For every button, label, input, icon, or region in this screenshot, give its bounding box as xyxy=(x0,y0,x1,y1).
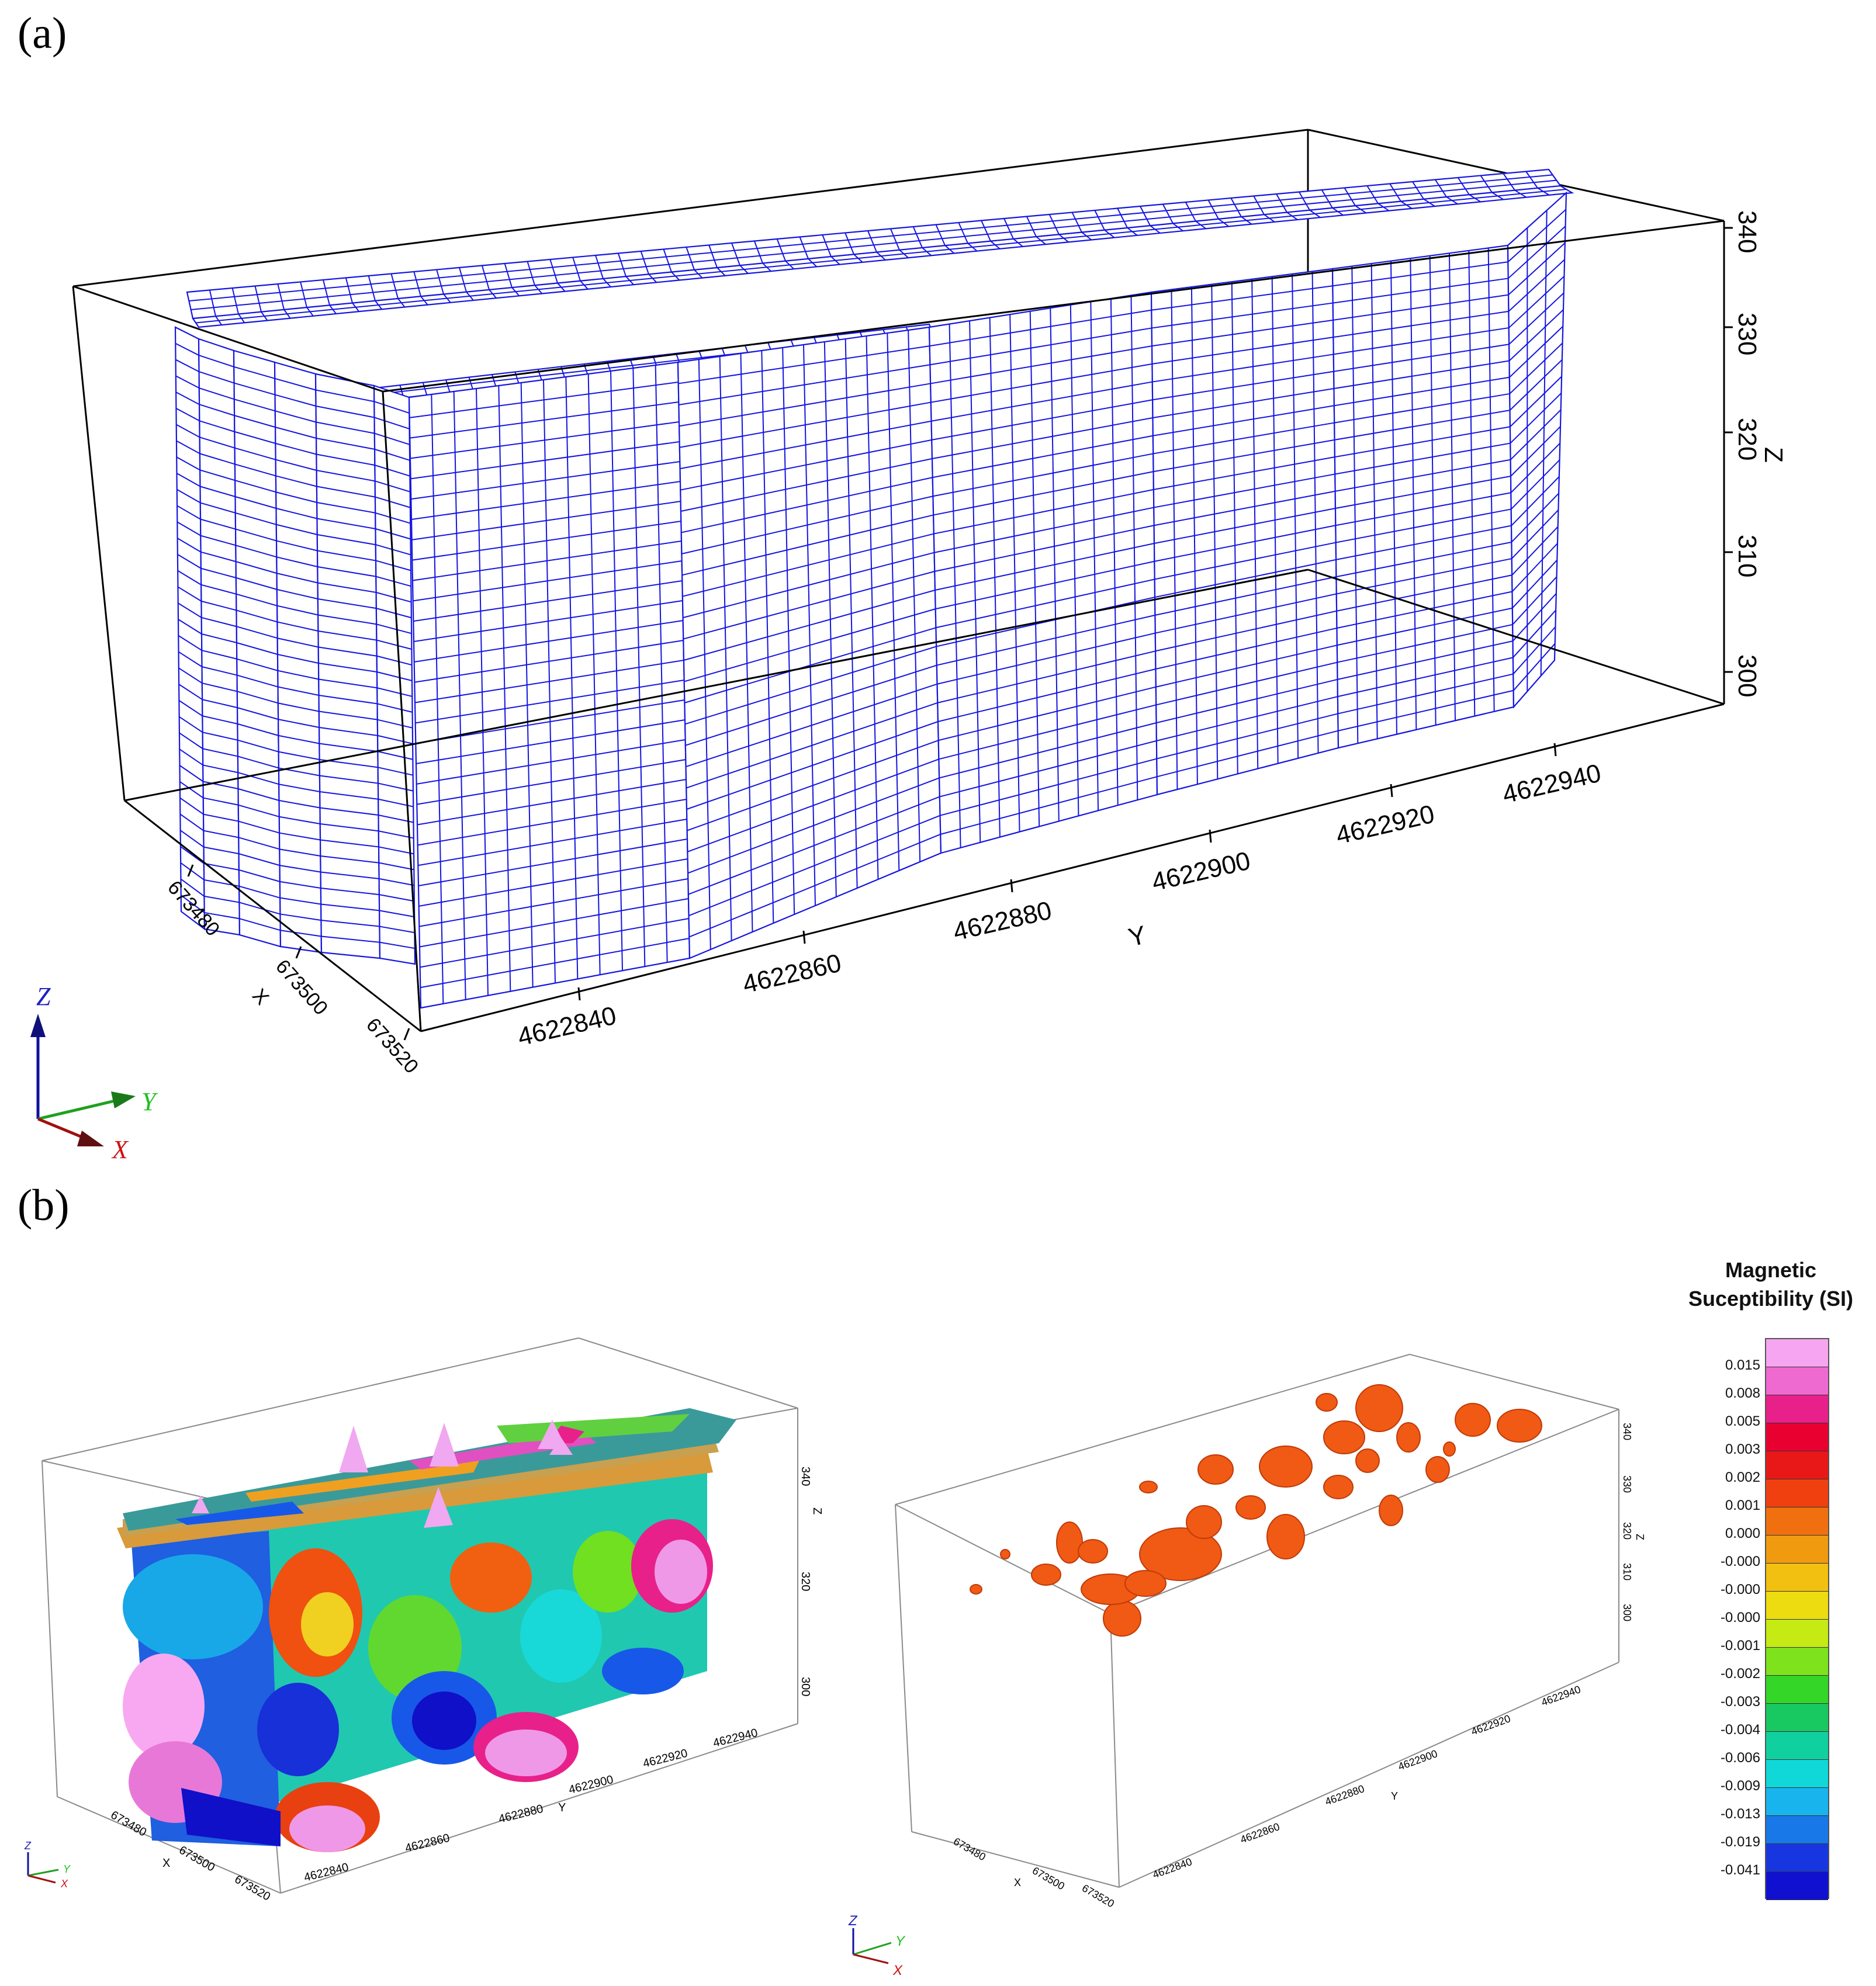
legend-swatch xyxy=(1766,1479,1828,1507)
legend-swatch xyxy=(1766,1816,1828,1844)
triad-y-label: Y xyxy=(141,1087,158,1116)
z-tick-label: 310 xyxy=(1733,535,1761,577)
legend-swatch xyxy=(1766,1732,1828,1760)
legend-value-label: -0.013 xyxy=(1720,1806,1760,1822)
legend-value-label: 0.002 xyxy=(1725,1469,1760,1485)
bounding-box-front xyxy=(72,220,1725,1032)
legend-value-label: -0.004 xyxy=(1720,1722,1760,1738)
legend-swatch xyxy=(1766,1760,1828,1788)
color-legend: 0.015 0.008 0.005 0.003 0.002 0.001 0.000 -0.00… xyxy=(1707,1338,1841,1900)
z-axis-label: Z xyxy=(1634,1534,1646,1540)
z-axis-label: Z xyxy=(811,1507,823,1514)
z-tick-label: 340 xyxy=(799,1467,812,1486)
legend-swatch xyxy=(1766,1536,1828,1564)
legend-swatch xyxy=(1766,1648,1828,1676)
panel-a-mesh-plot: 300 310 320 330 340 Z 4622840 4622860 46… xyxy=(30,129,1788,1164)
legend-value-label: -0.019 xyxy=(1720,1834,1760,1850)
z-tick-label: 310 xyxy=(1621,1563,1633,1581)
legend-swatch xyxy=(1766,1592,1828,1620)
z-tick-label: 320 xyxy=(799,1572,812,1591)
mesh-blocks xyxy=(174,168,1574,1009)
z-tick-label: 330 xyxy=(1733,313,1761,355)
panel-b-label: (b) xyxy=(18,1181,70,1230)
legend-swatch xyxy=(1766,1872,1828,1900)
legend-colorbar xyxy=(1765,1338,1829,1900)
legend-swatch xyxy=(1766,1395,1828,1423)
legend-swatch xyxy=(1766,1620,1828,1648)
susceptibility-block xyxy=(123,1461,713,1852)
triad-x-label: X xyxy=(111,1135,129,1164)
legend-value-label: 0.008 xyxy=(1725,1385,1760,1401)
legend-value-label: -0.006 xyxy=(1720,1750,1760,1766)
z-tick-label: 300 xyxy=(799,1677,812,1696)
legend-swatch xyxy=(1766,1367,1828,1395)
z-tick-label: 300 xyxy=(1733,654,1761,697)
legend-swatch xyxy=(1766,1788,1828,1816)
legend-value-label: -0.002 xyxy=(1720,1666,1760,1682)
triad-z-label: Z xyxy=(36,982,51,1011)
legend-title: Magnetic Suceptibility (SI) xyxy=(1671,1256,1870,1313)
triad-y-label: Y xyxy=(895,1933,906,1949)
legend-swatch xyxy=(1766,1507,1828,1536)
legend-value-label: 0.015 xyxy=(1725,1357,1760,1373)
z-tick-label: 340 xyxy=(1621,1423,1633,1440)
legend-title-line2: Suceptibility (SI) xyxy=(1688,1286,1854,1311)
triad-y-label: Y xyxy=(63,1863,71,1875)
legend-value-label: 0.000 xyxy=(1725,1526,1760,1541)
z-tick-label: 320 xyxy=(1733,418,1761,460)
triad-x-label: X xyxy=(892,1963,903,1978)
legend-value-label: -0.003 xyxy=(1720,1694,1760,1710)
axis-triad-small: Z Y X xyxy=(24,1840,71,1890)
legend-value-label: -0.000 xyxy=(1720,1554,1760,1569)
surface-layer xyxy=(117,1408,736,1548)
y-tick-label: 4622880 xyxy=(1324,1783,1366,1808)
x-axis-label: X xyxy=(1014,1877,1021,1888)
z-tick-label: 330 xyxy=(1621,1475,1633,1493)
z-tick-label: 300 xyxy=(1621,1604,1633,1621)
legend-swatch xyxy=(1766,1564,1828,1592)
legend-value-label: -0.000 xyxy=(1720,1582,1760,1597)
z-axis-label: Z xyxy=(1759,447,1788,463)
triad-z-label: Z xyxy=(848,1913,858,1929)
legend-value-label: 0.003 xyxy=(1725,1441,1760,1457)
legend-swatch xyxy=(1766,1339,1828,1367)
legend-swatch xyxy=(1766,1423,1828,1451)
triad-x-label: X xyxy=(60,1878,68,1890)
y-tick-label: 4622920 xyxy=(1470,1713,1512,1738)
legend-labels: 0.015 0.008 0.005 0.003 0.002 0.001 0.000 -0.00… xyxy=(1707,1338,1765,1899)
legend-value-label: 0.005 xyxy=(1725,1413,1760,1429)
legend-title-line1: Magnetic xyxy=(1725,1258,1817,1282)
x-tick-label: 673520 xyxy=(1080,1882,1116,1909)
isosurface-blobs xyxy=(970,1384,1542,1637)
bounding-box-right xyxy=(895,1354,1619,1888)
axis-triad: Z Y X xyxy=(30,982,158,1164)
legend-swatch xyxy=(1766,1844,1828,1872)
legend-value-label: -0.041 xyxy=(1720,1862,1760,1878)
legend-value-label: -0.009 xyxy=(1720,1778,1760,1794)
axis-triad-small: Z Y X xyxy=(848,1913,906,1978)
y-tick-label: 4622940 xyxy=(1540,1683,1583,1708)
z-tick-label: 320 xyxy=(1621,1522,1633,1540)
legend-value-label: 0.001 xyxy=(1725,1498,1760,1513)
legend-value-label: -0.001 xyxy=(1720,1638,1760,1654)
panel-a-label: (a) xyxy=(18,9,67,58)
triad-z-label: Z xyxy=(24,1840,32,1852)
y-axis-label: Y xyxy=(1391,1790,1398,1802)
y-tick-label: 4622840 xyxy=(1151,1856,1194,1881)
legend-swatch xyxy=(1766,1676,1828,1704)
legend-swatch xyxy=(1766,1704,1828,1732)
x-axis-label: X xyxy=(162,1857,170,1870)
legend-value-label: -0.000 xyxy=(1720,1610,1760,1625)
tick-marks xyxy=(187,227,1733,1041)
legend-swatch xyxy=(1766,1451,1828,1479)
y-tick-label: 4622900 xyxy=(1397,1748,1439,1773)
z-tick-label: 340 xyxy=(1733,210,1761,253)
x-tick-label: 673480 xyxy=(951,1835,988,1863)
y-axis-label: Y xyxy=(558,1801,566,1814)
